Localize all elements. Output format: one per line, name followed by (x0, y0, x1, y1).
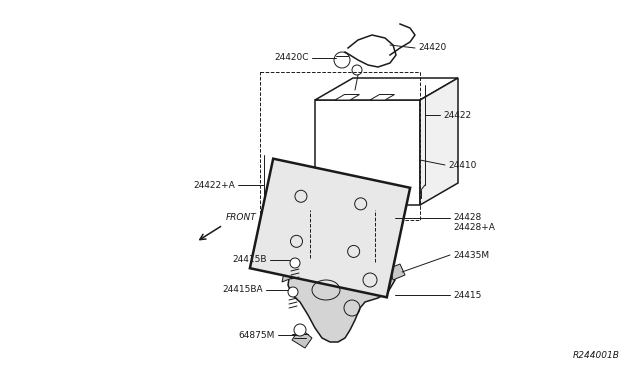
Text: 24428: 24428 (453, 214, 481, 222)
Polygon shape (288, 255, 395, 342)
Text: R244001B: R244001B (573, 350, 620, 359)
Polygon shape (335, 94, 360, 100)
Polygon shape (282, 262, 296, 282)
Text: 24435M: 24435M (453, 250, 489, 260)
Text: 24420C: 24420C (275, 54, 309, 62)
Text: 24415BA: 24415BA (222, 285, 263, 295)
Text: 24428+A: 24428+A (453, 224, 495, 232)
Polygon shape (315, 78, 458, 100)
Text: 24420: 24420 (418, 44, 446, 52)
Polygon shape (292, 328, 312, 348)
Polygon shape (420, 78, 458, 205)
Polygon shape (370, 94, 394, 100)
Text: 24415B: 24415B (232, 256, 267, 264)
Text: 64875M: 64875M (239, 330, 275, 340)
Circle shape (288, 287, 298, 297)
Polygon shape (390, 264, 405, 280)
Circle shape (294, 324, 306, 336)
Text: 24422: 24422 (443, 110, 471, 119)
Circle shape (290, 258, 300, 268)
Text: 24422+A: 24422+A (193, 180, 235, 189)
Text: 24410: 24410 (448, 160, 476, 170)
Polygon shape (315, 100, 420, 205)
Text: FRONT: FRONT (226, 213, 257, 222)
Text: 24415: 24415 (453, 291, 481, 299)
Polygon shape (250, 159, 410, 297)
